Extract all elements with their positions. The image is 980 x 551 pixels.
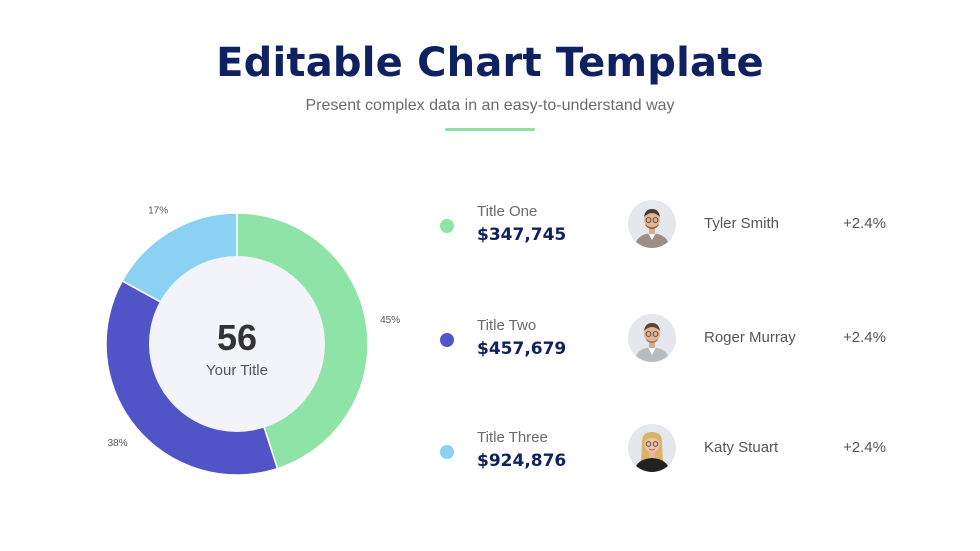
person-name: Roger Murray [704, 329, 796, 346]
page-title: Editable Chart Template [216, 40, 764, 86]
center-value: 56 [217, 317, 257, 358]
legend-label: Title Two [477, 317, 537, 334]
slice-percent-label: 45% [380, 315, 400, 326]
person-name: Katy Stuart [704, 439, 779, 456]
legend-dot-icon [440, 333, 454, 347]
legend-value: $457,679 [477, 339, 567, 359]
title-divider [445, 128, 535, 131]
person-change: +2.4% [843, 439, 886, 456]
legend-item: Title One $347,745 [430, 203, 570, 253]
legend-dot-icon [440, 445, 454, 459]
man-avatar-icon [628, 200, 676, 248]
legend-dot-icon [440, 219, 454, 233]
person-change: +2.4% [843, 215, 886, 232]
person-row: Roger Murray +2.4% [628, 314, 928, 364]
man-avatar-icon [628, 314, 676, 362]
legend-item: Title Three $924,876 [430, 429, 570, 479]
person-change: +2.4% [843, 329, 886, 346]
person-name: Tyler Smith [704, 215, 780, 232]
donut-chart: 56 Your Title 45% 38% 17% [105, 206, 400, 476]
legend-value: $924,876 [477, 451, 567, 471]
slice-percent-label: 38% [108, 438, 128, 449]
donut-center [149, 256, 325, 432]
person-row: Tyler Smith +2.4% [628, 200, 928, 250]
legend-label: Title One [477, 203, 538, 220]
legend-item: Title Two $457,679 [430, 317, 570, 367]
person-row: Katy Stuart +2.4% [628, 424, 928, 474]
legend-label: Title Three [477, 429, 548, 446]
slice-percent-label: 17% [148, 206, 168, 217]
center-label: Your Title [206, 362, 268, 379]
woman-avatar-icon [628, 424, 676, 472]
legend-value: $347,745 [477, 225, 567, 245]
page-subtitle: Present complex data in an easy-to-under… [305, 97, 675, 114]
